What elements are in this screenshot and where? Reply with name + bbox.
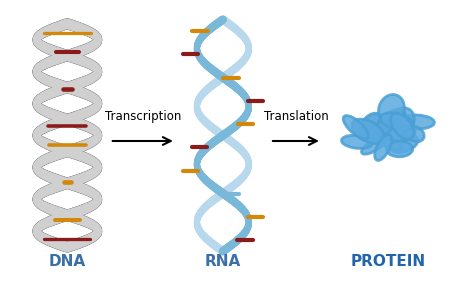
Ellipse shape [360, 113, 383, 137]
Ellipse shape [379, 94, 404, 124]
Ellipse shape [398, 115, 434, 129]
Ellipse shape [382, 109, 405, 129]
Ellipse shape [343, 116, 368, 139]
Ellipse shape [391, 113, 414, 139]
Ellipse shape [362, 137, 386, 154]
Ellipse shape [341, 135, 372, 148]
Ellipse shape [358, 124, 375, 141]
Text: RNA: RNA [205, 254, 241, 268]
Ellipse shape [391, 135, 418, 153]
Ellipse shape [406, 126, 424, 142]
Text: PROTEIN: PROTEIN [350, 254, 425, 268]
Ellipse shape [391, 108, 414, 134]
Ellipse shape [378, 119, 409, 141]
Text: DNA: DNA [49, 254, 86, 268]
Ellipse shape [386, 141, 413, 157]
Ellipse shape [380, 113, 413, 130]
Ellipse shape [367, 128, 402, 150]
Ellipse shape [378, 125, 405, 141]
Ellipse shape [375, 135, 392, 160]
Text: Translation: Translation [264, 110, 328, 123]
Ellipse shape [352, 119, 384, 144]
Ellipse shape [363, 115, 383, 140]
Text: Transcription: Transcription [105, 110, 181, 123]
Ellipse shape [368, 121, 392, 138]
Ellipse shape [378, 125, 415, 141]
